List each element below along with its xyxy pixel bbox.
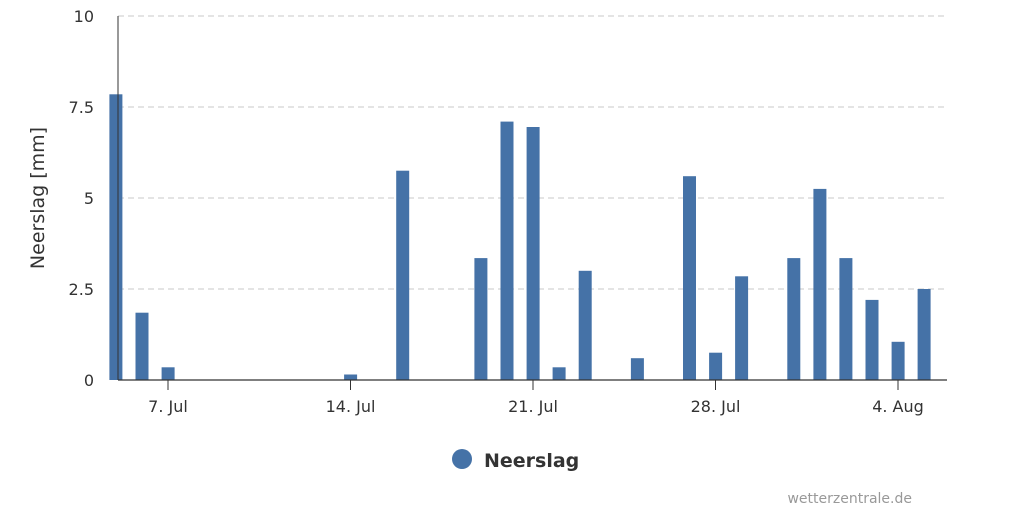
bar[interactable] [396, 170, 410, 380]
legend[interactable]: Neerslag [452, 449, 579, 472]
bar[interactable] [344, 374, 358, 381]
y-tick-label: 10 [74, 7, 94, 26]
legend-marker-icon[interactable] [452, 449, 472, 469]
y-tick-label: 7.5 [69, 98, 94, 117]
y-axis-title: Neerslag [mm] [27, 127, 49, 269]
bar[interactable] [109, 94, 123, 381]
bar[interactable] [474, 258, 488, 380]
bar[interactable] [839, 258, 853, 380]
x-tick-label: 14. Jul [326, 397, 376, 416]
y-axis-tick-labels: 0 2.5 5 7.5 10 [69, 7, 94, 390]
bar[interactable] [917, 289, 931, 380]
bar[interactable] [161, 367, 175, 380]
x-tick-label: 28. Jul [691, 397, 741, 416]
bar[interactable] [552, 367, 566, 380]
bar[interactable] [526, 127, 540, 380]
bar[interactable] [683, 176, 696, 380]
legend-item-label[interactable]: Neerslag [484, 450, 579, 472]
x-tick-label: 4. Aug [872, 397, 924, 416]
bar[interactable] [578, 270, 592, 380]
x-tick-label: 7. Jul [148, 397, 188, 416]
y-tick-label: 5 [84, 189, 94, 208]
bar[interactable] [709, 352, 723, 380]
bar[interactable] [735, 276, 749, 380]
credit-text[interactable]: wetterzentrale.de [787, 491, 912, 507]
bar[interactable] [500, 121, 514, 380]
bar[interactable] [891, 341, 905, 380]
bar[interactable] [630, 358, 644, 380]
x-tick-label: 21. Jul [508, 397, 558, 416]
bar[interactable] [865, 299, 879, 380]
y-tick-label: 0 [84, 371, 94, 390]
bar[interactable] [813, 188, 827, 380]
bar-series [109, 94, 931, 381]
x-axis-ticks: 7. Jul 14. Jul 21. Jul 28. Jul 4. Aug [148, 380, 924, 416]
bar[interactable] [135, 312, 149, 380]
y-tick-label: 2.5 [69, 280, 94, 299]
bar[interactable] [787, 258, 801, 380]
